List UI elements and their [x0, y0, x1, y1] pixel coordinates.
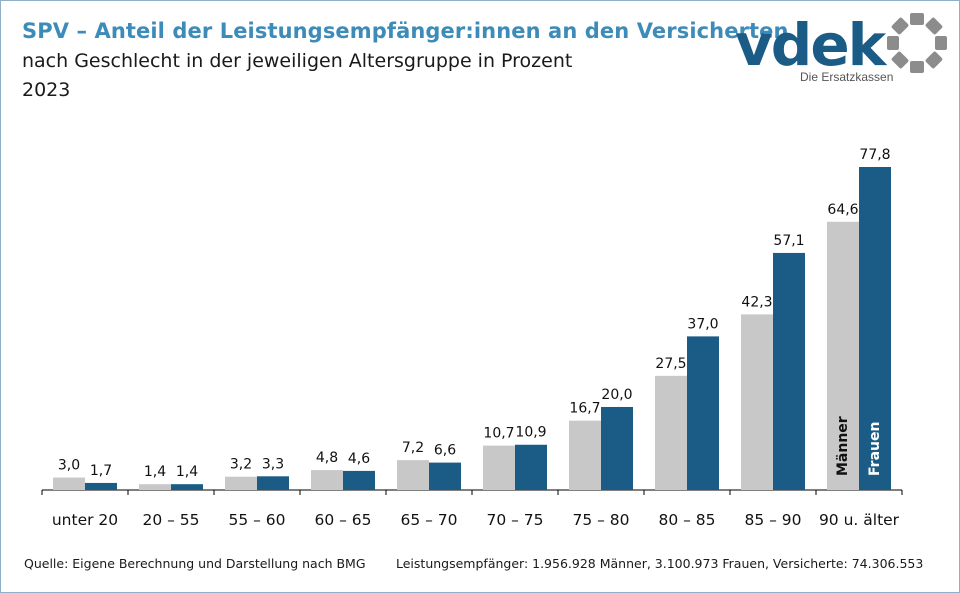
vdek-logo: vdek Die Ersatzkassen: [735, 11, 947, 84]
bar-men: [483, 445, 515, 490]
bar-women: [429, 462, 461, 490]
bar-women: [257, 476, 289, 490]
bar-men: [569, 420, 601, 490]
logo-ring-segment: [910, 61, 924, 73]
chart-title: SPV – Anteil der Leistungsempfänger:inne…: [22, 19, 789, 43]
bar-men: [53, 477, 85, 490]
bar-women: [85, 482, 117, 490]
bar-men: [741, 314, 773, 490]
bar-women: [859, 167, 891, 490]
data-label: 3,0: [58, 458, 80, 474]
logo-ring-segment: [891, 51, 909, 69]
bar-women: [343, 470, 375, 490]
legend-women: Frauen: [867, 422, 883, 476]
category-label: 55 – 60: [228, 511, 285, 529]
category-label: unter 20: [52, 511, 118, 529]
logo-wordmark: vdek: [735, 11, 888, 79]
data-label: 37,0: [687, 316, 718, 332]
logo-ring-segment: [891, 17, 909, 35]
bar-men: [311, 470, 343, 490]
bar-women: [171, 484, 203, 490]
category-label: 70 – 75: [486, 511, 543, 529]
data-label: 16,7: [569, 401, 600, 417]
logo-ring-segment: [935, 36, 947, 50]
data-label: 6,6: [434, 443, 456, 459]
bar-women: [601, 406, 633, 490]
category-label: 60 – 65: [314, 511, 371, 529]
data-label: 1,4: [176, 464, 198, 480]
data-label: 77,8: [859, 147, 890, 163]
data-label: 4,6: [348, 451, 370, 467]
bar-men: [225, 476, 257, 490]
logo-ring-icon: [887, 13, 947, 73]
data-label: 42,3: [741, 294, 772, 310]
logo-tagline: Die Ersatzkassen: [800, 70, 893, 84]
category-label: 75 – 80: [572, 511, 629, 529]
chart-subtitle: nach Geschlecht in der jeweiligen Alters…: [22, 50, 573, 72]
category-label: 85 – 90: [744, 511, 801, 529]
data-label: 3,2: [230, 457, 252, 473]
data-label: 27,5: [655, 356, 686, 372]
bar-women: [515, 444, 547, 490]
logo-ring-segment: [887, 36, 899, 50]
category-label: 65 – 70: [400, 511, 457, 529]
bar-men: [139, 484, 171, 490]
data-label: 7,2: [402, 440, 424, 456]
bar-men: [397, 460, 429, 490]
data-label: 20,0: [601, 387, 632, 403]
bar-men: [655, 375, 687, 490]
data-label: 10,9: [515, 425, 546, 441]
data-label: 1,4: [144, 464, 166, 480]
bar-women: [773, 252, 805, 490]
logo-ring-segment: [925, 17, 943, 35]
source-note: Quelle: Eigene Berechnung und Darstellun…: [24, 556, 366, 571]
population-note: Leistungsempfänger: 1.956.928 Männer, 3.…: [396, 556, 924, 571]
data-label: 64,6: [827, 202, 858, 218]
category-label: 20 – 55: [142, 511, 199, 529]
category-label: 80 – 85: [658, 511, 715, 529]
bar-men: [827, 221, 859, 490]
data-label: 3,3: [262, 456, 284, 472]
legend-men: Männer: [835, 416, 851, 476]
category-label: 90 u. älter: [819, 511, 900, 529]
data-label: 1,7: [90, 463, 112, 479]
logo-ring-segment: [925, 51, 943, 69]
bar-women: [687, 336, 719, 490]
data-label: 57,1: [773, 233, 804, 249]
chart-year: 2023: [22, 79, 71, 101]
data-label: 10,7: [483, 426, 514, 442]
data-label: 4,8: [316, 450, 338, 466]
logo-ring-segment: [910, 13, 924, 25]
